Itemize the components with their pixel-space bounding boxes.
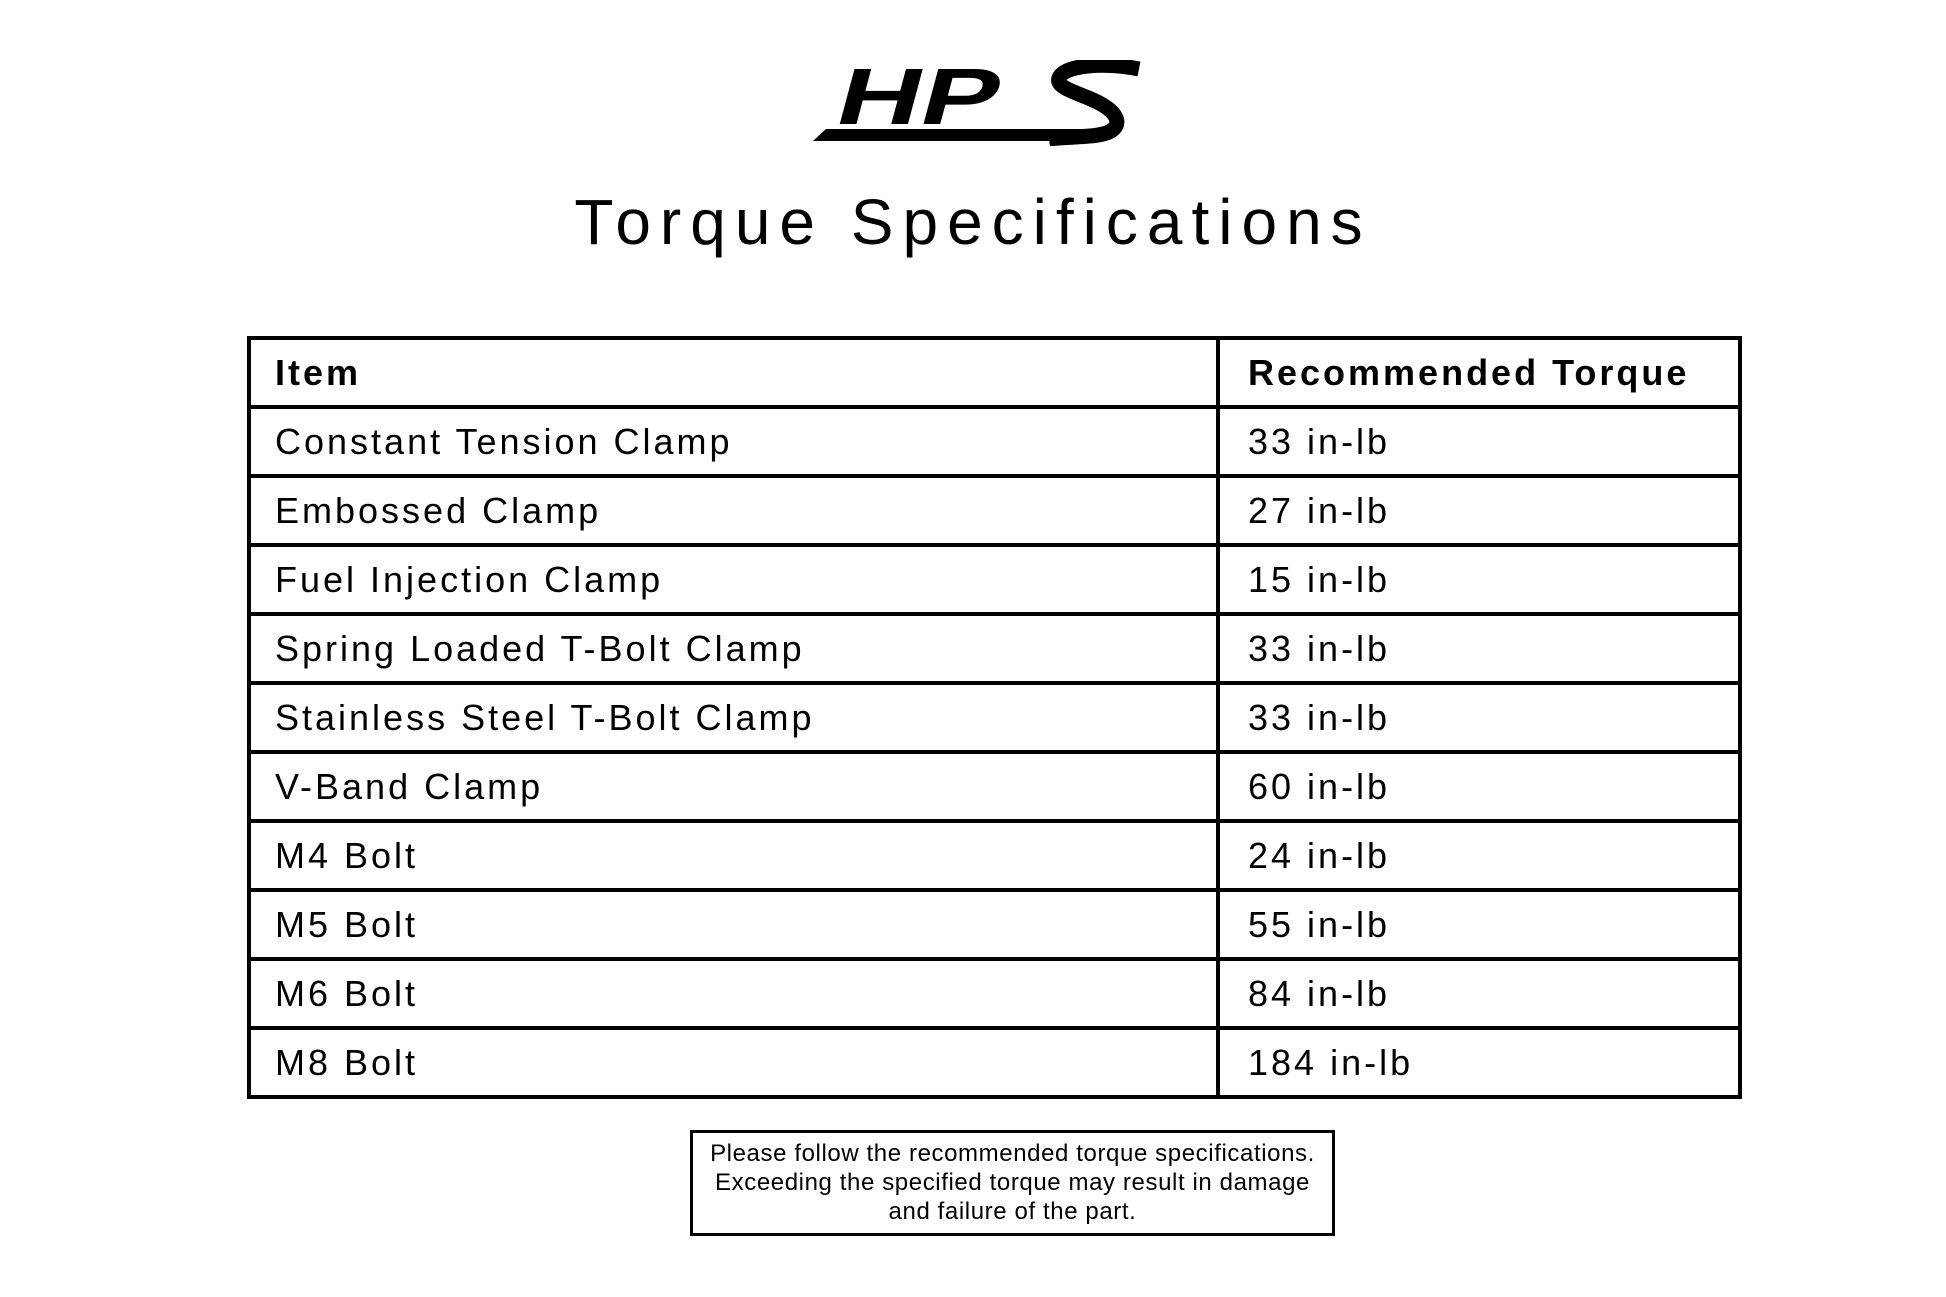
note-box: Please follow the recommended torque spe… [690,1130,1335,1236]
note-line: Exceeding the specified torque may resul… [715,1169,1310,1196]
cell-item: M6 Bolt [247,957,1220,1030]
cell-torque: 33 in-lb [1216,612,1742,685]
table-row: Stainless Steel T-Bolt Clamp 33 in-lb [247,681,1742,754]
cell-item: V-Band Clamp [247,750,1220,823]
table-row: Constant Tension Clamp 33 in-lb [247,405,1742,478]
table-row: V-Band Clamp 60 in-lb [247,750,1742,823]
logo-hp-text: HP [827,60,1012,141]
cell-torque: 33 in-lb [1216,681,1742,754]
table-header-row: Item Recommended Torque [247,336,1742,409]
hps-logo: HP [812,60,1147,146]
cell-torque: 184 in-lb [1216,1026,1742,1099]
table-row: Embossed Clamp 27 in-lb [247,474,1742,547]
cell-torque: 60 in-lb [1216,750,1742,823]
cell-item: M8 Bolt [247,1026,1220,1099]
table-row: M5 Bolt 55 in-lb [247,888,1742,961]
header-cell-torque: Recommended Torque [1216,336,1742,409]
cell-item: Fuel Injection Clamp [247,543,1220,616]
hps-logo-svg: HP [813,60,1141,146]
torque-spec-table: Item Recommended Torque Constant Tension… [247,336,1742,1099]
table-row: M4 Bolt 24 in-lb [247,819,1742,892]
cell-torque: 15 in-lb [1216,543,1742,616]
cell-item: Constant Tension Clamp [247,405,1220,478]
table-row: M8 Bolt 184 in-lb [247,1026,1742,1099]
cell-item: M4 Bolt [247,819,1220,892]
cell-torque: 33 in-lb [1216,405,1742,478]
logo-s-swoosh [1048,60,1141,146]
header-cell-item: Item [247,336,1220,409]
cell-item: M5 Bolt [247,888,1220,961]
cell-torque: 84 in-lb [1216,957,1742,1030]
cell-torque: 27 in-lb [1216,474,1742,547]
cell-torque: 24 in-lb [1216,819,1742,892]
table-row: Spring Loaded T-Bolt Clamp 33 in-lb [247,612,1742,685]
cell-item: Stainless Steel T-Bolt Clamp [247,681,1220,754]
cell-item: Embossed Clamp [247,474,1220,547]
logo-underline [813,129,1084,141]
table-row: M6 Bolt 84 in-lb [247,957,1742,1030]
note-line: and failure of the part. [888,1198,1137,1225]
note-line: Please follow the recommended torque spe… [710,1140,1315,1167]
page-title: Torque Specifications [574,186,1372,258]
cell-item: Spring Loaded T-Bolt Clamp [247,612,1220,685]
table-row: Fuel Injection Clamp 15 in-lb [247,543,1742,616]
cell-torque: 55 in-lb [1216,888,1742,961]
